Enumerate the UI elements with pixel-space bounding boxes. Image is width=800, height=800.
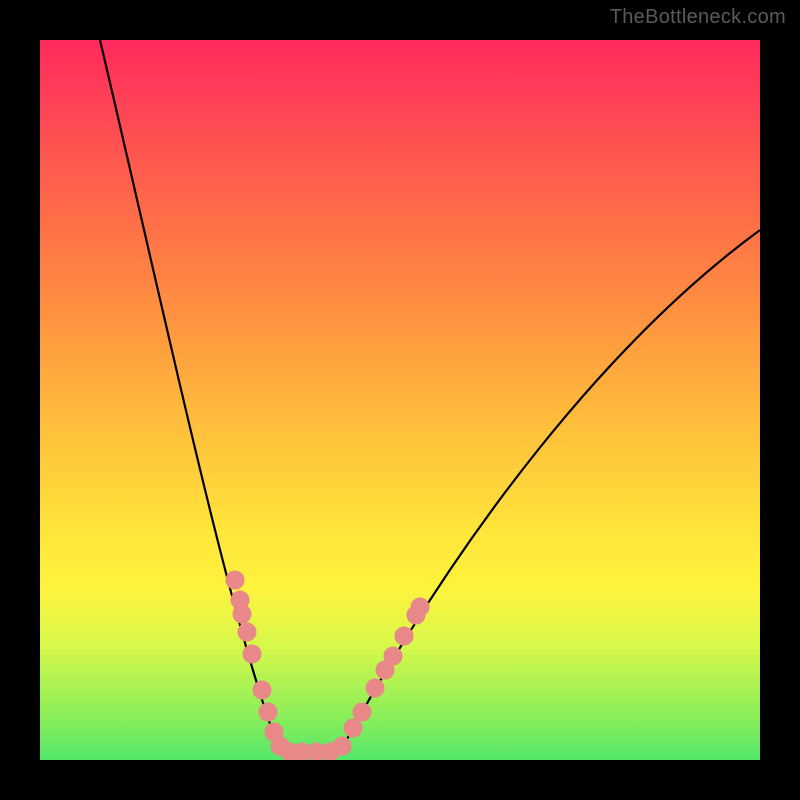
data-point — [243, 645, 261, 663]
plot-area — [40, 40, 760, 760]
data-point — [384, 647, 402, 665]
data-point — [353, 703, 371, 721]
data-point — [344, 719, 362, 737]
data-point — [253, 681, 271, 699]
data-point — [233, 605, 251, 623]
data-point — [395, 627, 413, 645]
data-point — [226, 571, 244, 589]
watermark-text: TheBottleneck.com — [610, 6, 786, 29]
bottleneck-curve — [100, 40, 760, 752]
data-point — [333, 737, 351, 755]
data-point — [259, 703, 277, 721]
curve-svg — [40, 40, 760, 760]
data-point — [366, 679, 384, 697]
data-point — [238, 623, 256, 641]
data-points-group — [226, 571, 429, 760]
data-point — [411, 598, 429, 616]
